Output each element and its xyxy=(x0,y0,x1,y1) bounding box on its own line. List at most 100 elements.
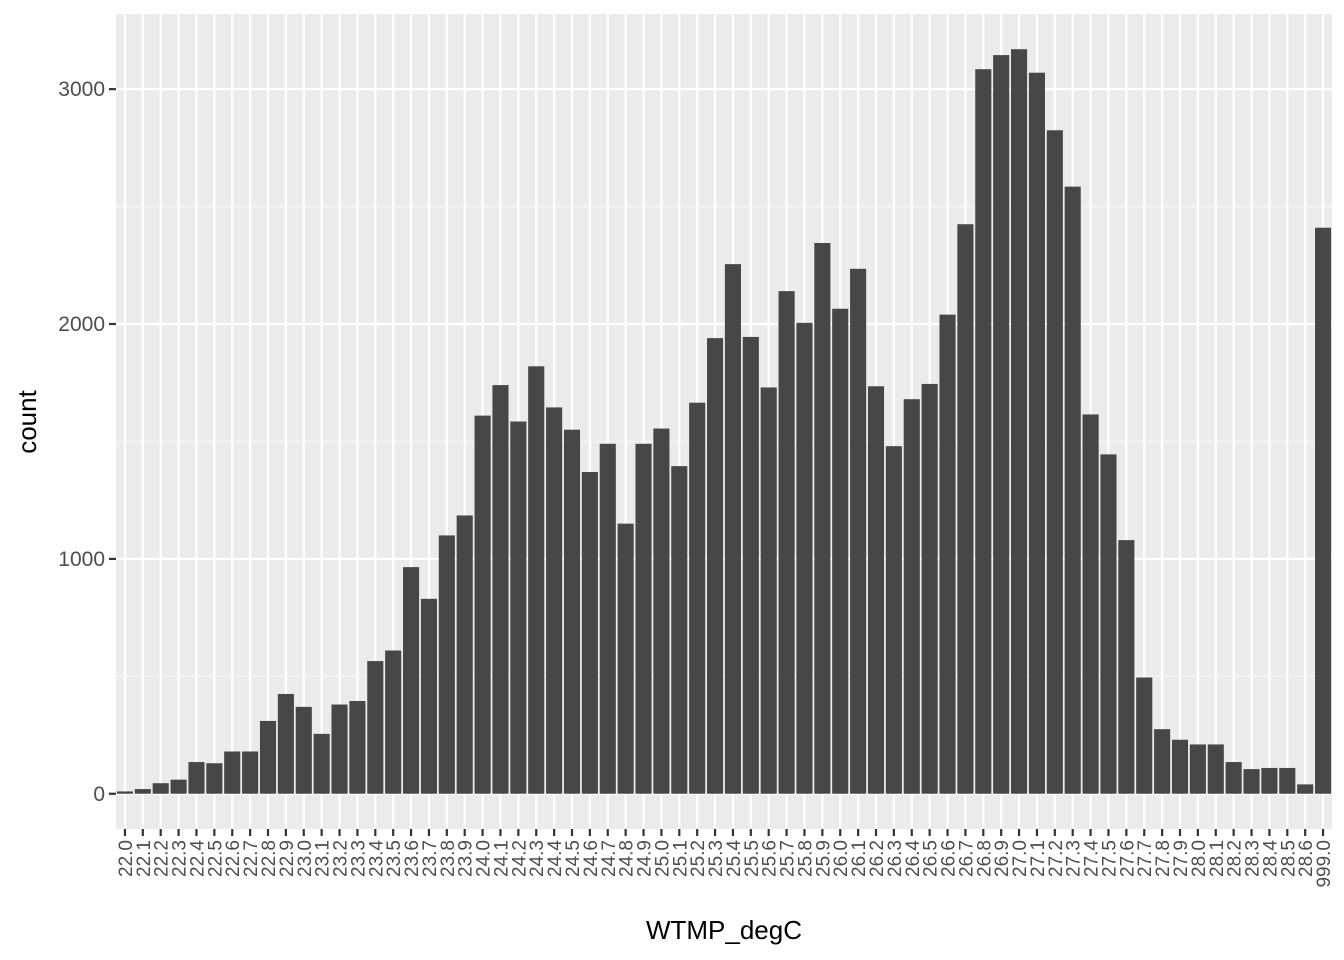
x-tick-label: 25.7 xyxy=(778,840,799,877)
x-tick-label: 24.3 xyxy=(527,840,548,877)
bar-27.2 xyxy=(1046,130,1063,794)
x-tick-label: 26.9 xyxy=(992,840,1013,877)
x-tick-label: 26.5 xyxy=(921,840,942,877)
bar-27.6 xyxy=(1118,540,1135,794)
x-tick-label: 24.0 xyxy=(474,840,495,877)
bar-25.3 xyxy=(707,338,724,794)
x-tick-label: 22.0 xyxy=(116,840,137,877)
x-tick-label: 24.7 xyxy=(599,840,620,877)
x-tick-label: 27.8 xyxy=(1153,840,1174,877)
bar-23.0 xyxy=(295,706,312,794)
bar-22.5 xyxy=(206,763,223,794)
x-tick-label: 24.8 xyxy=(617,840,638,877)
bar-22.1 xyxy=(134,789,151,794)
x-tick-label: 25.5 xyxy=(742,840,763,877)
x-tick-label: 27.5 xyxy=(1099,840,1120,877)
x-tick-label: 27.9 xyxy=(1171,840,1192,877)
x-tick-label: 26.0 xyxy=(831,840,852,877)
bar-23.8 xyxy=(438,535,455,794)
bar-25.5 xyxy=(742,336,759,794)
bar-22.8 xyxy=(259,720,277,794)
x-tick-label: 26.6 xyxy=(939,840,960,877)
bar-25.6 xyxy=(760,387,777,794)
x-tick-label: 24.5 xyxy=(563,840,584,877)
bar-22.2 xyxy=(152,783,169,794)
bars xyxy=(116,49,1332,794)
x-tick-label: 26.8 xyxy=(974,840,995,877)
x-tick-label: 25.1 xyxy=(670,840,691,877)
x-tick-label: 27.1 xyxy=(1028,840,1049,877)
bar-26.8 xyxy=(975,69,992,794)
bar-24.2 xyxy=(510,421,527,794)
bar-25.9 xyxy=(814,242,831,794)
x-tick-label: 27.2 xyxy=(1046,840,1067,877)
bar-27.3 xyxy=(1064,186,1081,794)
x-tick-label: 22.7 xyxy=(241,840,262,877)
bar-25.8 xyxy=(796,322,813,794)
bar-26.0 xyxy=(832,308,849,794)
bar-26.5 xyxy=(921,383,938,794)
x-tick-label: 23.3 xyxy=(348,840,369,877)
bar-28.2 xyxy=(1225,762,1242,794)
y-axis: 0 1000 2000 3000 xyxy=(58,78,116,806)
x-tick-label: 26.4 xyxy=(903,840,924,877)
x-tick-label: 28.1 xyxy=(1207,840,1228,877)
x-tick-label: 23.5 xyxy=(384,840,405,877)
x-tick-label: 24.6 xyxy=(581,840,602,877)
x-tick-label: 22.5 xyxy=(205,840,226,877)
bar-26.1 xyxy=(850,268,867,794)
bar-28.0 xyxy=(1189,744,1206,794)
x-tick-label: 27.0 xyxy=(1010,840,1031,877)
bar-23.9 xyxy=(456,515,473,794)
x-tick-label: 26.1 xyxy=(849,840,870,877)
bar-23.4 xyxy=(367,661,384,794)
bar-23.7 xyxy=(420,598,437,794)
bar-22.0 xyxy=(116,791,133,794)
x-tick-label: 27.7 xyxy=(1135,840,1156,877)
y-tick-label: 3000 xyxy=(58,78,105,101)
bar-24.3 xyxy=(528,366,545,794)
x-tick-label: 22.3 xyxy=(170,840,191,877)
bar-24.5 xyxy=(563,429,581,794)
x-tick-label: 25.0 xyxy=(652,840,673,877)
x-tick-label: 23.2 xyxy=(331,840,352,877)
x-tick-label: 26.3 xyxy=(885,840,906,877)
bar-23.3 xyxy=(349,700,366,794)
x-tick-label: 25.4 xyxy=(724,840,745,877)
bar-24.4 xyxy=(546,407,563,794)
x-tick-label: 28.5 xyxy=(1278,840,1299,877)
x-tick-label: 28.6 xyxy=(1296,840,1317,877)
x-tick-label: 24.9 xyxy=(635,840,656,877)
bar-26.6 xyxy=(939,314,956,794)
bar-22.7 xyxy=(242,751,259,794)
x-tick-label: 26.2 xyxy=(867,840,888,877)
x-tick-label: 22.4 xyxy=(187,840,208,877)
y-tick-label: 2000 xyxy=(58,313,105,336)
x-tick-label: 26.7 xyxy=(956,840,977,877)
bar-27.8 xyxy=(1154,729,1171,794)
bar-24.1 xyxy=(492,385,509,794)
x-tick-label: 27.6 xyxy=(1117,840,1138,877)
bar-28.6 xyxy=(1297,784,1314,794)
bar-25.2 xyxy=(689,402,706,794)
x-tick-label: 23.6 xyxy=(402,840,423,877)
y-tick-label: 0 xyxy=(93,783,105,806)
bar-28.4 xyxy=(1261,767,1278,794)
bar-25.4 xyxy=(724,264,741,794)
y-tick-label: 1000 xyxy=(58,548,105,571)
bar-27.7 xyxy=(1136,677,1153,794)
x-tick-label: 25.8 xyxy=(795,840,816,877)
bar-25.7 xyxy=(778,291,795,794)
bar-23.1 xyxy=(313,733,330,794)
x-tick-label: 999.0 xyxy=(1314,840,1335,888)
x-tick-label: 23.1 xyxy=(313,840,334,877)
bar-999.0 xyxy=(1315,227,1332,794)
x-tick-label: 23.7 xyxy=(420,840,441,877)
bar-27.9 xyxy=(1171,739,1189,794)
x-tick-label: 23.9 xyxy=(456,840,477,877)
x-tick-label: 28.2 xyxy=(1225,840,1246,877)
x-tick-label: 24.4 xyxy=(545,840,566,877)
x-tick-label: 27.4 xyxy=(1082,840,1103,877)
bar-24.7 xyxy=(599,443,616,794)
